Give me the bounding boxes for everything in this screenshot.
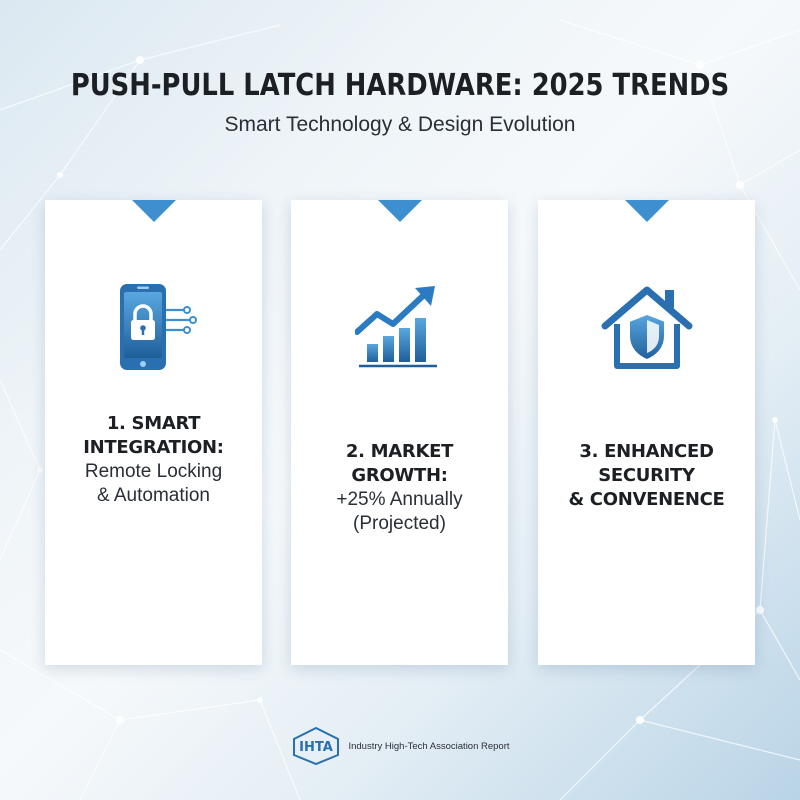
card-heading-line-2: INTEGRATION: — [83, 437, 224, 458]
card-text: 3. ENHANCED SECURITY & CONVENENCE — [548, 440, 745, 512]
header: PUSH-PULL LATCH HARDWARE: 2025 TRENDS Sm… — [0, 68, 800, 137]
card-notch — [131, 200, 176, 222]
card-body-line-1: +25% Annually — [336, 489, 463, 510]
page-title: PUSH-PULL LATCH HARDWARE: 2025 TRENDS — [70, 68, 730, 103]
card-body-line-2: & Automation — [96, 485, 211, 506]
card-text: 1. SMART INTEGRATION: Remote Locking & A… — [55, 412, 252, 508]
trend-card-smart-integration: 1. SMART INTEGRATION: Remote Locking & A… — [45, 200, 262, 665]
logo-text: IHTA — [300, 740, 334, 755]
page-subtitle: Smart Technology & Design Evolution — [224, 113, 576, 136]
ihta-logo: IHTA — [293, 726, 340, 766]
card-body-line-2: (Projected) — [353, 513, 446, 534]
smartphone-lock-icon — [119, 284, 197, 370]
card-heading-line-1: 1. SMART — [106, 413, 201, 434]
trend-card-market-growth: 2. MARKET GROWTH: +25% Annually (Project… — [291, 200, 508, 665]
card-heading-line-1: 2. MARKET GROWTH: — [345, 441, 454, 486]
card-heading-line-1: 3. ENHANCED SECURITY — [579, 441, 714, 486]
card-heading-line-2: & CONVENENCE — [568, 489, 725, 510]
card-notch — [624, 200, 669, 222]
house-shield-icon — [601, 286, 692, 369]
card-text: 2. MARKET GROWTH: +25% Annually (Project… — [301, 440, 498, 536]
card-body-line-1: Remote Locking — [84, 461, 223, 482]
trend-card-security: 3. ENHANCED SECURITY & CONVENENCE — [538, 200, 755, 665]
footer-text: Industry High-Tech Association Report — [348, 740, 510, 752]
growth-chart-icon — [354, 286, 437, 368]
card-notch — [377, 200, 422, 222]
footer: IHTA Industry High-Tech Association Repo… — [0, 726, 800, 766]
